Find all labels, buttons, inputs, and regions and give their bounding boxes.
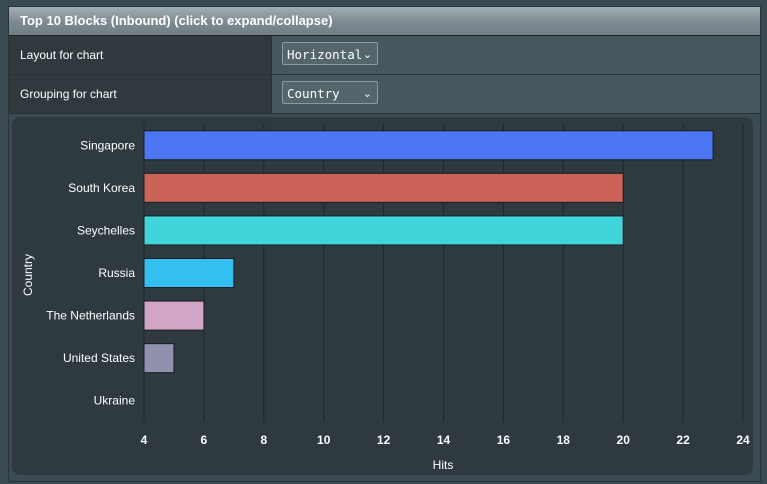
x-tick-label: 8: [260, 433, 267, 447]
layout-label: Layout for chart: [9, 36, 272, 74]
bar-seychelles[interactable]: [143, 215, 624, 246]
category-label: Ukraine: [94, 394, 136, 408]
category-label: Russia: [98, 266, 135, 280]
chevron-down-icon: ⌄: [362, 87, 372, 100]
x-tick-labels: 4 6 8 10 12 14 16 18 20 22 24: [141, 433, 750, 447]
bar-russia[interactable]: [143, 258, 235, 288]
category-label: South Korea: [68, 181, 135, 195]
layout-row: Layout for chart Horizontal ⌄: [9, 36, 760, 75]
grouping-select-value: Country: [287, 86, 340, 101]
category-label: The Netherlands: [46, 309, 135, 323]
bar-united-states[interactable]: [143, 343, 175, 374]
x-tick-label: 22: [676, 433, 690, 447]
grouping-label: Grouping for chart: [9, 75, 272, 113]
chevron-down-icon: ⌄: [362, 48, 372, 61]
bars: [143, 130, 714, 374]
y-axis-label: Country: [21, 254, 35, 296]
grouping-row: Grouping for chart Country ⌄: [9, 75, 760, 114]
x-axis-label: Hits: [433, 458, 454, 472]
layout-select-value: Horizontal: [287, 47, 363, 62]
grouping-select[interactable]: Country ⌄: [282, 81, 378, 104]
x-tick-label: 6: [201, 433, 208, 447]
x-tick-label: 4: [141, 433, 148, 447]
layout-value-cell: Horizontal ⌄: [272, 36, 760, 74]
bar-singapore[interactable]: [143, 130, 714, 161]
chart-container: Singapore South Korea Seychelles Russia The …: [12, 117, 753, 475]
x-tick-label: 10: [317, 433, 331, 447]
category-label: Singapore: [80, 138, 135, 152]
category-label: United States: [63, 351, 135, 365]
layout-select[interactable]: Horizontal ⌄: [282, 42, 378, 65]
x-tick-label: 18: [557, 433, 571, 447]
x-tick-label: 20: [617, 433, 631, 447]
panel-header[interactable]: Top 10 Blocks (Inbound) (click to expand…: [9, 7, 760, 36]
x-tick-label: 12: [377, 433, 391, 447]
x-tick-label: 16: [497, 433, 511, 447]
grouping-value-cell: Country ⌄: [272, 75, 760, 113]
category-label: Seychelles: [77, 223, 135, 237]
x-tick-label: 24: [736, 433, 750, 447]
bar-the-netherlands[interactable]: [143, 300, 205, 331]
bar-south-korea[interactable]: [143, 172, 624, 203]
top-blocks-panel: Top 10 Blocks (Inbound) (click to expand…: [8, 6, 761, 482]
bar-chart: Singapore South Korea Seychelles Russia The …: [21, 124, 750, 472]
x-tick-label: 14: [437, 433, 451, 447]
category-labels: Singapore South Korea Seychelles Russia The …: [46, 138, 135, 407]
